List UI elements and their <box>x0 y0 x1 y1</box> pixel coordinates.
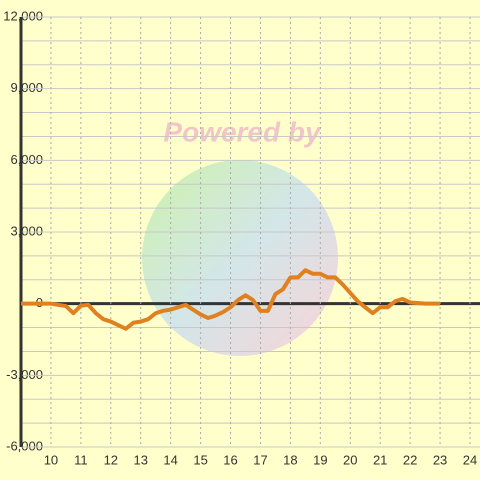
y-tick-label: 12,000 <box>3 8 43 23</box>
x-tick-label: 13 <box>133 452 147 467</box>
x-tick-label: 10 <box>44 452 58 467</box>
x-tick-label: 24 <box>463 452 477 467</box>
watermark: Powered by <box>163 116 322 147</box>
x-tick-label: 14 <box>163 452 177 467</box>
y-tick-label: 6,000 <box>10 152 43 167</box>
x-tick-label: 19 <box>313 452 327 467</box>
x-tick-label: 18 <box>283 452 297 467</box>
x-tick-label: 23 <box>433 452 447 467</box>
x-tick-label: 22 <box>403 452 417 467</box>
x-tick-label: 16 <box>223 452 237 467</box>
x-tick-label: 20 <box>343 452 357 467</box>
x-tick-label: 11 <box>74 452 88 467</box>
x-tick-label: 21 <box>373 452 387 467</box>
y-tick-label: -6,000 <box>6 438 43 453</box>
x-tick-label: 12 <box>104 452 118 467</box>
y-tick-label: 3,000 <box>10 223 43 238</box>
y-tick-label: -3,000 <box>6 367 43 382</box>
watermark-logo <box>142 160 338 356</box>
x-tick-label: 15 <box>193 452 207 467</box>
x-tick-label: 17 <box>253 452 267 467</box>
y-tick-label: 9,000 <box>10 80 43 95</box>
data-line <box>21 268 441 331</box>
